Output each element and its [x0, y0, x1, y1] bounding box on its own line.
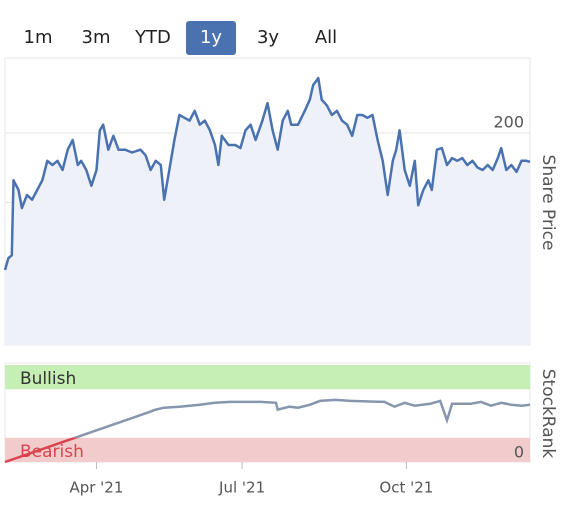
range-button-label[interactable]: 3m — [82, 27, 111, 48]
band — [5, 365, 530, 390]
price-area — [5, 78, 530, 345]
range-button[interactable]: 1y — [186, 21, 236, 55]
range-button-bg — [186, 21, 236, 55]
range-button-label[interactable]: 3y — [257, 27, 279, 48]
y-tick-label: 200 — [493, 113, 524, 132]
x-tick-label: Oct '21 — [379, 479, 433, 497]
x-tick-label: Apr '21 — [69, 479, 123, 497]
range-button-label[interactable]: 1y — [200, 27, 222, 48]
range-button[interactable]: All — [315, 27, 337, 48]
range-button[interactable]: 3m — [82, 27, 111, 48]
range-button-label[interactable]: All — [315, 27, 337, 48]
band-label: Bullish — [20, 369, 76, 389]
band-label: Bearish — [20, 442, 84, 462]
range-button[interactable]: YTD — [134, 27, 171, 48]
range-button[interactable]: 3y — [257, 27, 279, 48]
y-axis-title: Share Price — [538, 155, 558, 251]
range-button[interactable]: 1m — [24, 27, 53, 48]
band — [5, 437, 530, 462]
range-button-label[interactable]: YTD — [134, 27, 171, 48]
y-tick-label: 0 — [514, 443, 524, 462]
x-tick-label: Jul '21 — [218, 479, 265, 497]
rank-line — [71, 398, 531, 438]
range-button-label[interactable]: 1m — [24, 27, 53, 48]
price-line — [3, 76, 531, 271]
y-axis-title: StockRank — [538, 369, 558, 459]
